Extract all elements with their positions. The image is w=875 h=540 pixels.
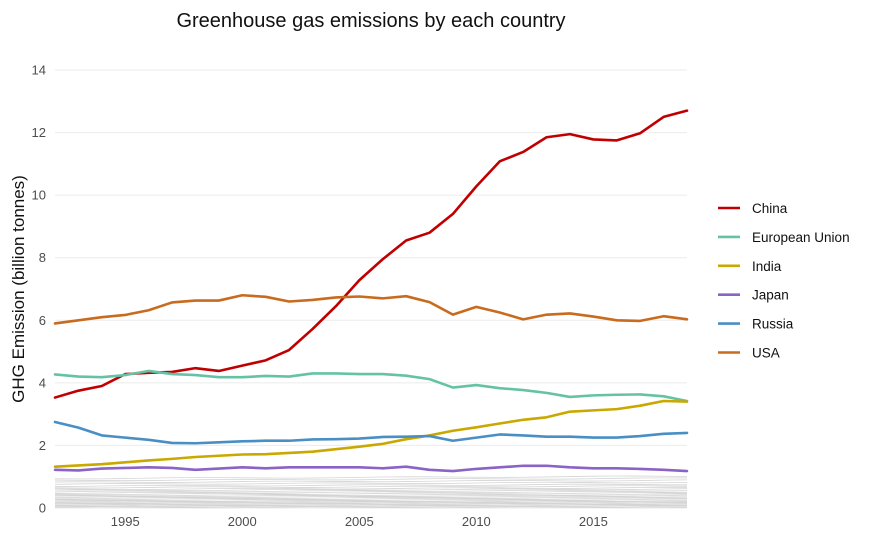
x-tick-label: 2005 [345, 514, 374, 529]
other-country-line [54, 485, 688, 489]
grid-lines [55, 69, 687, 509]
y-tick-label: 14 [32, 63, 46, 78]
y-tick-label: 2 [39, 438, 46, 453]
other-country-line [54, 475, 688, 480]
y-axis-ticks: 0 2 4 6 8 10 12 14 [32, 63, 46, 516]
other-country-line [54, 498, 688, 501]
other-country-line [54, 489, 688, 493]
chart-title: Greenhouse gas emissions by each country [176, 10, 565, 32]
series-line-china [53, 109, 689, 399]
other-country-line [54, 483, 688, 487]
x-tick-label: 1995 [111, 514, 140, 529]
series-line-russia [53, 420, 689, 445]
other-country-line [54, 497, 688, 501]
other-country-line [54, 505, 688, 507]
x-tick-label: 2000 [228, 514, 257, 529]
other-country-line [54, 501, 688, 504]
legend-label-india: India [752, 259, 782, 274]
y-tick-label: 0 [39, 501, 46, 516]
other-country-line [54, 492, 688, 496]
other-country-line [54, 504, 688, 507]
other-country-line [54, 479, 688, 483]
other-country-line [54, 486, 688, 490]
series-line-european-union [53, 369, 689, 403]
legend-label-china: China [752, 201, 788, 216]
other-country-line [54, 481, 688, 485]
series-lines [53, 109, 689, 473]
y-tick-label: 12 [32, 125, 46, 140]
other-country-line [54, 477, 688, 482]
other-country-line [54, 496, 688, 500]
series-line-japan [53, 464, 689, 473]
other-country-line [54, 493, 688, 497]
series-line-usa [53, 293, 689, 325]
x-tick-label: 2015 [579, 514, 608, 529]
other-country-line [54, 499, 688, 502]
legend-label-european-union: European Union [752, 230, 850, 245]
legend-label-japan: Japan [752, 288, 789, 303]
x-tick-label: 2010 [462, 514, 491, 529]
other-country-line [54, 494, 688, 498]
legend-label-usa: USA [752, 346, 780, 361]
y-tick-label: 10 [32, 188, 46, 203]
legend-label-russia: Russia [752, 317, 794, 332]
y-tick-label: 4 [39, 375, 46, 390]
other-country-line [54, 502, 688, 505]
other-country-line [54, 505, 688, 508]
other-country-line [54, 501, 688, 504]
other-country-line [54, 488, 688, 492]
other-country-line [54, 491, 688, 494]
series-line-india [53, 399, 689, 469]
legend: China European Union India Japan Russia USA [718, 201, 850, 361]
other-countries-lines [54, 475, 688, 509]
y-tick-label: 6 [39, 313, 46, 328]
y-tick-label: 8 [39, 250, 46, 265]
other-country-line [54, 495, 688, 499]
x-axis-ticks: 1995 2000 2005 2010 2015 [111, 514, 608, 529]
y-axis-title: GHG Emission (billion tonnes) [9, 175, 28, 403]
